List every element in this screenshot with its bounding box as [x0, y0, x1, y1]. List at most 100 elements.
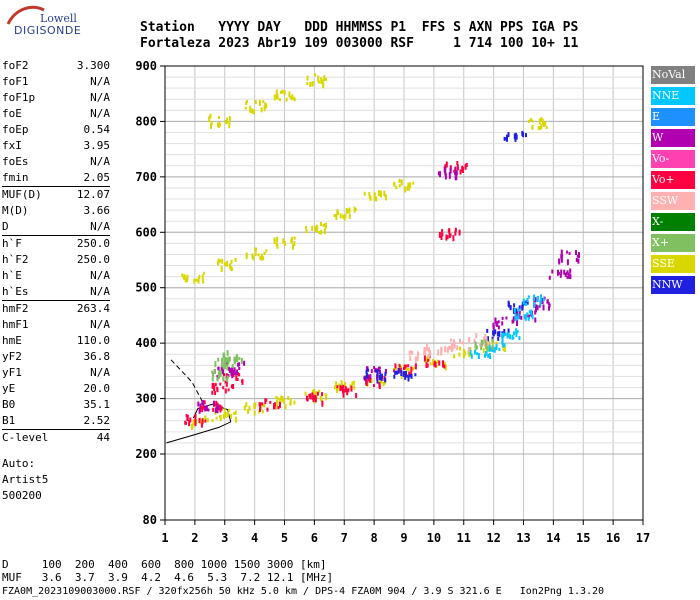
trace-point	[384, 368, 387, 374]
trace-point	[506, 136, 508, 142]
trace-point	[192, 419, 195, 426]
trace-point	[316, 225, 319, 232]
trace-point	[378, 384, 381, 389]
trace-point	[398, 178, 401, 183]
trace-point	[568, 251, 571, 255]
param-row: MUF(D) 12.07	[2, 187, 110, 203]
trace-point	[487, 353, 490, 358]
trace-point	[575, 257, 578, 262]
trace-point	[376, 378, 379, 384]
trace-point	[541, 118, 544, 125]
trace-point	[429, 350, 432, 355]
trace-point	[320, 81, 323, 84]
trace-point	[252, 255, 255, 261]
trace-point	[230, 259, 233, 264]
trace-point	[226, 350, 229, 357]
param-row: foE N/A	[2, 106, 110, 122]
trace-point	[232, 384, 235, 389]
file-info: FZA0M_2023109003000.RSF / 320fx256h 50 k…	[2, 586, 605, 597]
trace-point	[289, 401, 292, 406]
trace-point	[222, 414, 225, 420]
trace-point	[423, 351, 426, 356]
param-value: N/A	[90, 75, 110, 88]
trace-point	[284, 404, 287, 410]
trace-point	[515, 331, 518, 337]
trace-point	[503, 329, 506, 334]
trace-point	[333, 214, 336, 218]
trace-point	[442, 360, 444, 366]
trace-point	[404, 186, 407, 193]
trace-point	[283, 90, 286, 96]
trace-point	[515, 308, 518, 314]
trace-point	[534, 297, 537, 303]
trace-point	[488, 344, 491, 350]
trace-point	[531, 119, 534, 123]
param-name: h`F2	[2, 253, 29, 266]
trace-point	[527, 119, 530, 123]
trace-point	[265, 249, 268, 253]
trace-point	[473, 338, 476, 343]
trace-point	[259, 407, 261, 412]
trace-point	[206, 418, 209, 423]
trace-point	[222, 386, 225, 390]
trace-point	[482, 347, 485, 353]
trace-point	[291, 94, 294, 101]
x-tick-label: 11	[457, 531, 471, 545]
trace-point	[260, 107, 263, 113]
trace-point	[322, 82, 325, 89]
trace-point	[238, 362, 241, 367]
header-values: Fortaleza 2023 Abr19 109 003000 RSF 1 71…	[140, 36, 579, 51]
trace-point	[215, 400, 218, 406]
trace-point	[447, 229, 450, 233]
param-name: B1	[2, 414, 16, 427]
trace-point	[321, 392, 324, 397]
param-name: hmF2	[2, 302, 29, 315]
trace-point	[438, 231, 441, 238]
trace-point	[228, 122, 231, 129]
trace-point	[314, 225, 317, 232]
trace-point	[454, 227, 457, 232]
trace-point	[198, 407, 201, 414]
trace-point	[481, 339, 484, 345]
trace-point	[373, 384, 375, 388]
trace-point	[548, 303, 551, 308]
trace-point	[220, 366, 223, 372]
trace-point	[494, 329, 497, 335]
trace-point	[342, 214, 345, 219]
trace-point	[231, 367, 234, 371]
trace-point	[223, 408, 226, 412]
trace-point	[379, 190, 382, 195]
trace-point	[276, 404, 279, 410]
trace-point	[408, 350, 411, 356]
trace-point	[437, 171, 440, 176]
trace-point	[217, 260, 220, 265]
trace-point	[317, 75, 320, 82]
trace-point	[216, 405, 219, 412]
trace-point	[463, 350, 466, 356]
trace-point	[220, 371, 223, 375]
trace-point	[367, 368, 370, 372]
param-row: yF2 36.8	[2, 349, 110, 365]
trace-point	[193, 278, 196, 284]
trace-point	[305, 229, 308, 234]
trace-point	[407, 375, 410, 382]
trace-point	[407, 368, 410, 371]
trace-point	[566, 250, 568, 254]
trace-point	[539, 296, 542, 301]
trace-point	[253, 109, 255, 115]
trace-point	[261, 410, 264, 414]
trace-point	[365, 369, 368, 374]
trace-point	[428, 357, 431, 362]
param-name: D	[2, 220, 9, 233]
trace-point	[201, 274, 204, 281]
trace-point	[407, 182, 410, 186]
trace-point	[324, 393, 327, 397]
x-tick-label: 5	[281, 531, 288, 545]
trace-point	[452, 235, 455, 242]
trace-point	[221, 258, 224, 264]
param-row: C-level 44	[2, 430, 110, 446]
trace-point	[563, 269, 566, 275]
param-separator	[2, 429, 110, 430]
trace-point	[541, 298, 544, 304]
trace-point	[448, 175, 451, 179]
